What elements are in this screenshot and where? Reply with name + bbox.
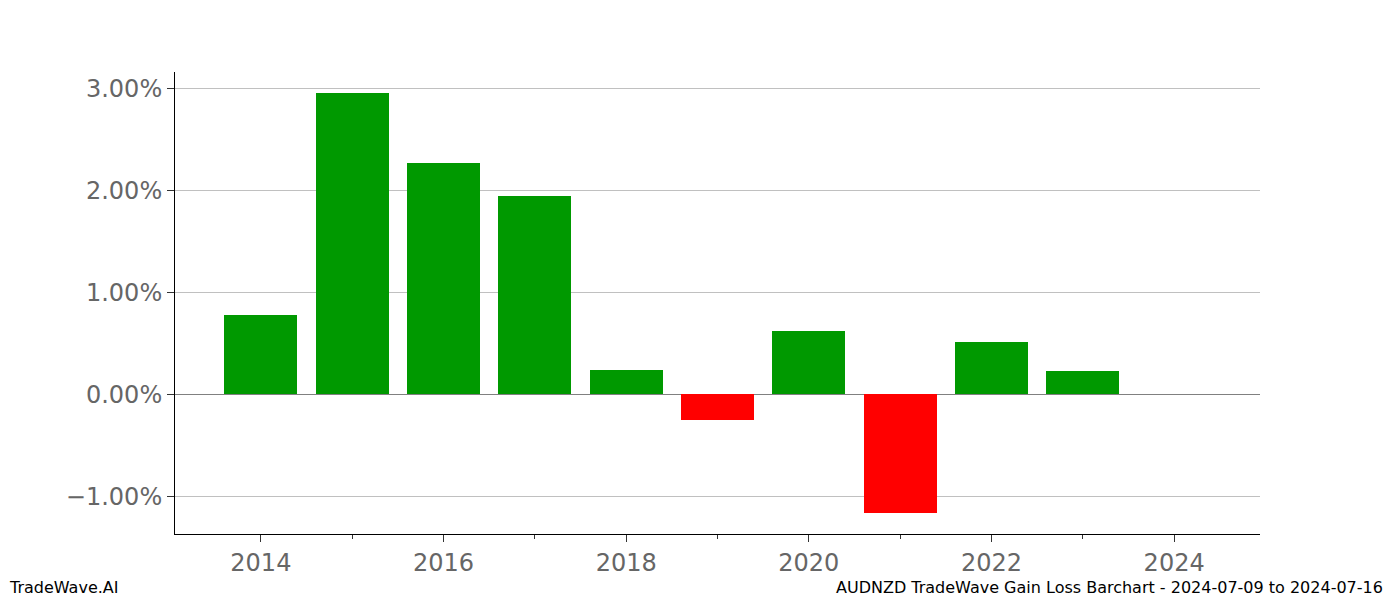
svg-text:−1.00%: −1.00%	[66, 483, 162, 511]
svg-text:2014: 2014	[230, 549, 291, 577]
svg-text:2020: 2020	[778, 549, 839, 577]
svg-text:2.00%: 2.00%	[86, 177, 162, 205]
svg-text:2022: 2022	[961, 549, 1022, 577]
svg-text:2016: 2016	[413, 549, 474, 577]
svg-text:2018: 2018	[596, 549, 657, 577]
svg-text:0.00%: 0.00%	[86, 381, 162, 409]
svg-text:2024: 2024	[1144, 549, 1205, 577]
svg-text:AUDNZD TradeWave Gain Loss Bar: AUDNZD TradeWave Gain Loss Barchart - 20…	[836, 578, 1383, 597]
svg-text:1.00%: 1.00%	[86, 279, 162, 307]
svg-text:TradeWave.AI: TradeWave.AI	[9, 578, 118, 597]
svg-text:3.00%: 3.00%	[86, 75, 162, 103]
